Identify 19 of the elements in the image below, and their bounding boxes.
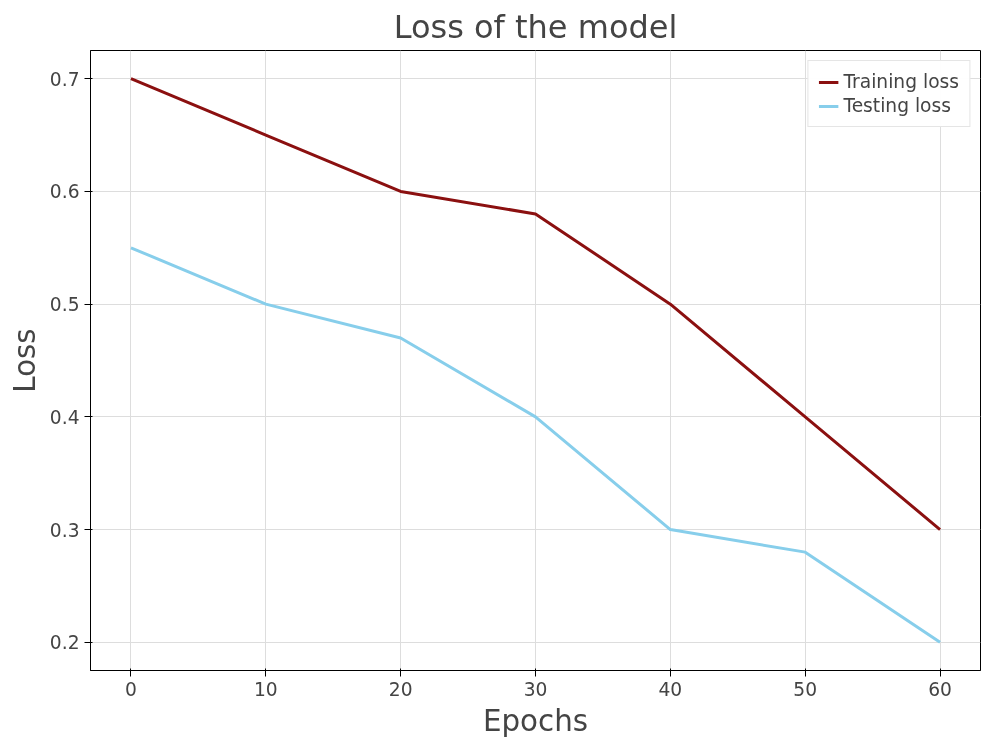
- y-tick-label: 0.3: [49, 519, 80, 541]
- chart-title: Loss of the model: [393, 7, 678, 46]
- x-tick-label: 60: [928, 678, 952, 700]
- legend-label: Training loss: [843, 71, 959, 92]
- x-tick-label: 0: [125, 678, 137, 700]
- x-tick-label: 50: [793, 678, 818, 700]
- legend-label: Testing loss: [843, 95, 951, 116]
- x-tick-label: 20: [388, 678, 413, 700]
- x-tick-label: 10: [253, 678, 278, 700]
- x-tick-label: 30: [523, 678, 548, 700]
- y-tick-label: 0.5: [49, 294, 80, 316]
- x-axis-title: Epochs: [482, 703, 589, 738]
- y-tick-label: 0.6: [49, 181, 80, 203]
- y-axis-title: Loss: [7, 328, 42, 393]
- y-tick-label: 0.7: [49, 68, 80, 90]
- y-tick-label: 0.2: [49, 632, 80, 654]
- line-series: [129, 246, 942, 644]
- y-tick-label: 0.4: [49, 406, 80, 428]
- x-tick-label: 40: [658, 678, 683, 700]
